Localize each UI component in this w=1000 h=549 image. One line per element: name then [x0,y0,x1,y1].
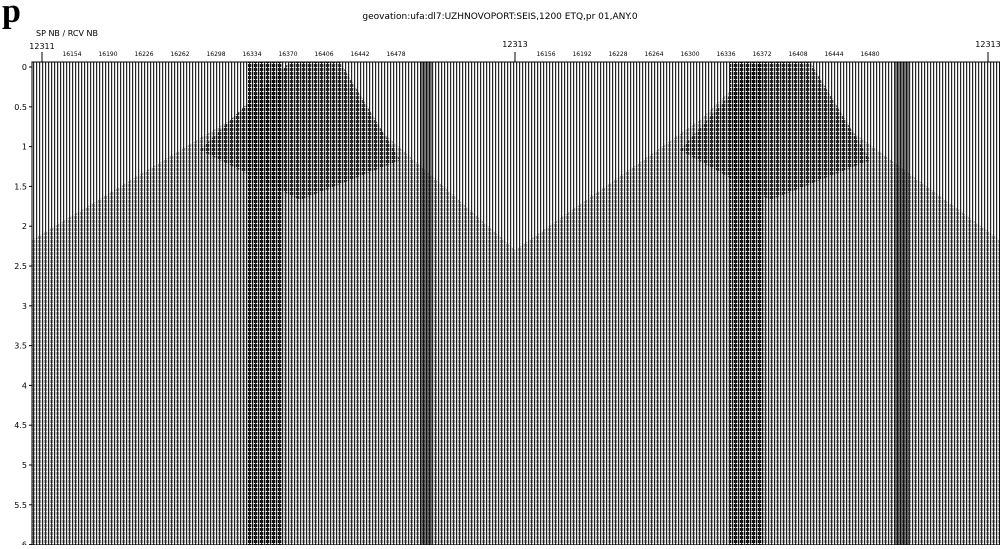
cut-text: p [2,0,21,30]
time-label: 2 [22,222,27,231]
receiver-label: 16370 [278,51,297,58]
receiver-label: 16226 [134,51,153,58]
receiver-label: 16372 [752,51,771,58]
time-label: 2.5 [14,262,27,271]
receiver-label: 16262 [170,51,189,58]
axis-label: SP NB / RCV NB [36,29,98,38]
receiver-label: 16442 [350,51,369,58]
time-label: 6 [22,541,27,545]
receiver-label: 16478 [386,51,405,58]
time-label: 5.5 [14,501,27,510]
receiver-label: 16406 [314,51,333,58]
time-label: 1.5 [14,182,27,191]
receiver-label: 16336 [716,51,735,58]
receiver-label: 16480 [860,51,879,58]
time-label: 4 [22,381,27,390]
receiver-label: 16298 [206,51,225,58]
receiver-label: 16444 [824,51,843,58]
receiver-label: 16190 [98,51,117,58]
title: geovation:ufa:dl7:UZHNOVOPORT:SEIS,1200 … [362,12,638,22]
seismic-traces [32,62,1000,545]
shot-label: 12313 [502,40,527,49]
time-label: 0 [22,63,27,72]
receiver-label: 16156 [536,51,555,58]
time-label: 5 [22,461,27,470]
receiver-label: 16408 [788,51,807,58]
receiver-label: 16264 [644,51,663,58]
shot-label: 12311 [29,42,54,51]
time-label: 4.5 [14,421,27,430]
time-label: 0.5 [14,103,27,112]
receiver-label: 16334 [242,51,261,58]
receiver-label: 16154 [62,51,81,58]
time-label: 3.5 [14,342,27,351]
receiver-label: 16300 [680,51,699,58]
time-label: 1 [22,143,27,152]
receiver-label: 16228 [608,51,627,58]
shot-label: 12313 [975,40,1000,49]
time-label: 3 [22,302,27,311]
receiver-label: 16192 [572,51,591,58]
